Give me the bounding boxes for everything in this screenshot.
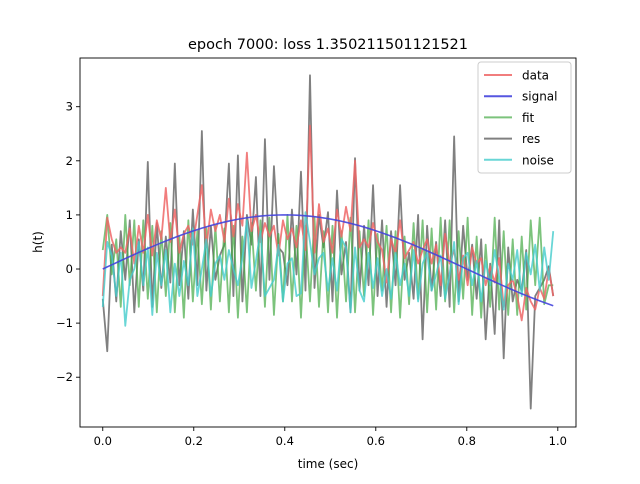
legend-box — [477, 61, 572, 174]
legend-label-fit: fit — [522, 111, 535, 125]
x-tick-label: 0.2 — [185, 434, 203, 448]
x-tick-label: 0.4 — [276, 434, 294, 448]
legend-label-noise: noise — [522, 153, 554, 167]
chart-title: epoch 7000: loss 1.350211501121521 — [188, 37, 468, 53]
series-line-fit — [101, 214, 554, 319]
y-tick-label: 1 — [66, 208, 73, 222]
legend-label-data: data — [522, 69, 549, 83]
legend-label-signal: signal — [522, 90, 558, 104]
y-axis: −2 −1 0 1 2 3 — [56, 100, 80, 384]
plot-area — [101, 74, 555, 410]
series-line-data — [101, 124, 555, 322]
x-tick-label: 0.8 — [458, 434, 476, 448]
x-axis: 0.0 0.2 0.4 0.6 0.8 1.0 — [94, 427, 567, 448]
x-tick-label: 1.0 — [549, 434, 567, 448]
x-tick-label: 0.6 — [367, 434, 385, 448]
legend: data signal fit res noise — [477, 61, 572, 174]
series-line-signal — [102, 214, 554, 307]
y-axis-label: h(t) — [31, 231, 45, 253]
y-tick-label: −1 — [56, 316, 73, 330]
legend-label-res: res — [522, 132, 540, 146]
x-tick-label: 0.0 — [94, 434, 112, 448]
y-tick-label: 3 — [66, 100, 73, 114]
y-tick-label: 2 — [66, 154, 73, 168]
y-tick-label: −2 — [56, 370, 73, 384]
x-axis-label: time (sec) — [298, 457, 359, 471]
axes-frame — [79, 57, 577, 428]
y-tick-label: 0 — [66, 262, 73, 276]
